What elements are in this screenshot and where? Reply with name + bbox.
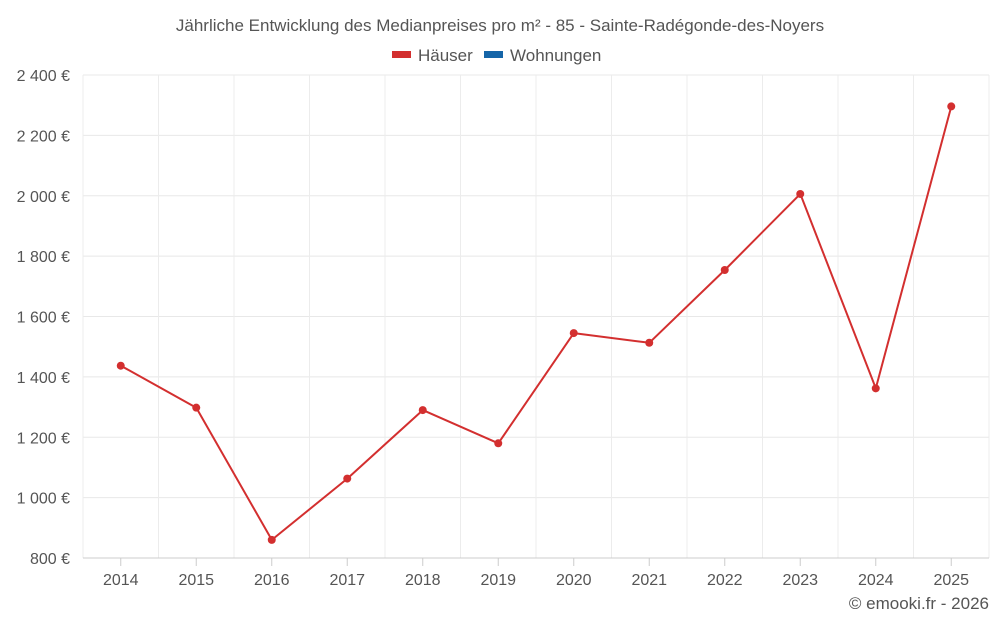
data-point[interactable] bbox=[116, 361, 125, 370]
x-tick-label: 2014 bbox=[103, 572, 139, 589]
series-line-0 bbox=[120, 106, 953, 541]
y-tick-label: 800 € bbox=[30, 551, 70, 568]
data-point[interactable] bbox=[267, 535, 276, 544]
data-point[interactable] bbox=[343, 474, 352, 483]
x-tick-label: 2024 bbox=[858, 572, 894, 589]
legend-label-wohnungen: Wohnungen bbox=[510, 46, 601, 65]
legend-swatch-wohnungen bbox=[484, 51, 503, 58]
legend-label-haeuser: Häuser bbox=[418, 46, 473, 65]
y-tick-label: 1 600 € bbox=[17, 310, 70, 327]
x-tick-label: 2023 bbox=[782, 572, 818, 589]
data-point[interactable] bbox=[947, 102, 956, 111]
legend: Häuser Wohnungen bbox=[392, 46, 601, 65]
y-tick-label: 1 000 € bbox=[17, 491, 70, 508]
data-point[interactable] bbox=[645, 338, 654, 347]
legend-item-wohnungen[interactable]: Wohnungen bbox=[484, 46, 601, 65]
data-point[interactable] bbox=[720, 266, 729, 275]
x-tick-label: 2017 bbox=[329, 572, 365, 589]
grid bbox=[82, 74, 990, 558]
series-group bbox=[116, 102, 956, 544]
y-axis: 800 € 1 000 € 1 200 € 1 400 € 1 600 € 1 800 €… bbox=[17, 68, 70, 568]
data-point[interactable] bbox=[796, 189, 805, 198]
x-tick-label: 2015 bbox=[178, 572, 214, 589]
x-tick-label: 2016 bbox=[254, 572, 290, 589]
x-tick-label: 2018 bbox=[405, 572, 441, 589]
x-tick-label: 2019 bbox=[480, 572, 516, 589]
y-tick-label: 1 800 € bbox=[17, 249, 70, 266]
x-axis: 2014 2015 2016 2017 2018 2019 2020 2021 2022 2023… bbox=[83, 557, 989, 589]
x-tick-label: 2021 bbox=[631, 572, 667, 589]
data-point[interactable] bbox=[494, 439, 503, 448]
legend-swatch-haeuser bbox=[392, 51, 411, 58]
x-tick-label: 2020 bbox=[556, 572, 592, 589]
data-point[interactable] bbox=[192, 403, 201, 412]
chart-title: Jährliche Entwicklung des Medianpreises … bbox=[176, 16, 824, 35]
y-tick-label: 1 400 € bbox=[17, 370, 70, 387]
y-tick-label: 2 400 € bbox=[17, 68, 70, 85]
y-tick-label: 2 000 € bbox=[17, 189, 70, 206]
data-point[interactable] bbox=[569, 329, 578, 338]
data-point[interactable] bbox=[871, 384, 880, 393]
x-tick-label: 2025 bbox=[933, 572, 969, 589]
y-tick-label: 1 200 € bbox=[17, 430, 70, 447]
credit-text: © emooki.fr - 2026 bbox=[849, 594, 989, 613]
x-tick-label: 2022 bbox=[707, 572, 743, 589]
y-tick-label: 2 200 € bbox=[17, 128, 70, 145]
data-point[interactable] bbox=[418, 406, 427, 415]
legend-item-haeuser[interactable]: Häuser bbox=[392, 46, 473, 65]
